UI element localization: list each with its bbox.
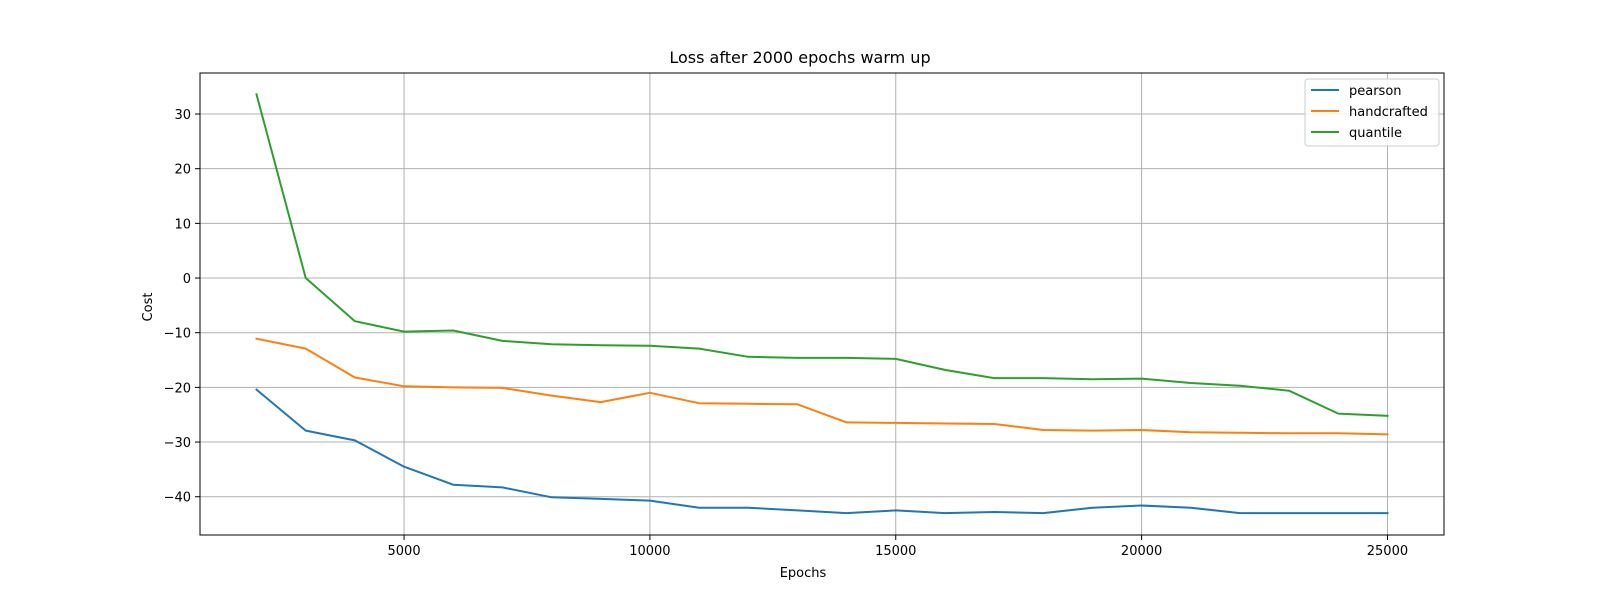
y-tick-label: 10: [174, 217, 191, 232]
plot-frame: [199, 72, 1445, 536]
x-tick-label: 15000: [875, 544, 916, 559]
legend-label-handcrafted: handcrafted: [1349, 105, 1428, 120]
legend-label-quantile: quantile: [1349, 126, 1402, 141]
series-lines: [255, 93, 1389, 515]
x-tick-label: 20000: [1121, 544, 1162, 559]
y-axis-title: Cost: [141, 293, 156, 322]
y-tick-label: −40: [164, 491, 191, 506]
y-tick-label: 30: [174, 108, 191, 123]
series-line-handcrafted: [255, 337, 1389, 436]
y-tick-label: 20: [174, 163, 191, 178]
x-tick-label: 25000: [1367, 544, 1408, 559]
x-tick-label: 5000: [388, 544, 421, 559]
chart-title: Loss after 2000 epochs warm up: [669, 48, 930, 67]
series-line-quantile: [255, 93, 1389, 417]
y-tick-label: −10: [164, 327, 191, 342]
y-tick-label: −20: [164, 381, 191, 396]
y-tick-label: −30: [164, 436, 191, 451]
x-tick-label: 10000: [629, 544, 670, 559]
axis-ticks: 5000 10000 15000 20000 25000 −40 −30 −20 −10 0 10 2…: [164, 108, 1409, 559]
grid: [200, 73, 1444, 535]
legend: pearson handcrafted quantile: [1304, 78, 1440, 147]
y-tick-label: 0: [183, 272, 191, 287]
legend-label-pearson: pearson: [1349, 84, 1402, 99]
series-line-pearson: [255, 388, 1389, 515]
legend-box: [1304, 78, 1440, 147]
x-axis-title: Epochs: [780, 566, 827, 581]
